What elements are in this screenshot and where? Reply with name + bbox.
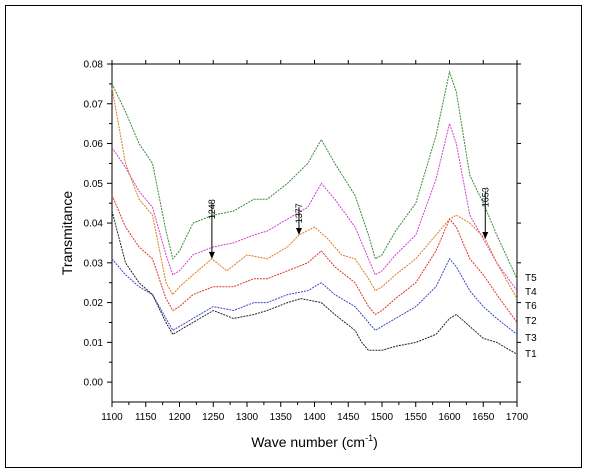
x-tick-label: 1350 [270,412,293,423]
axes [111,63,518,403]
x-tick-label: 1700 [506,412,529,423]
x-tick-label: 1400 [303,412,326,423]
series-line-t6 [111,87,518,299]
series-label-t5: T5 [525,273,537,284]
x-tick-label: 1500 [371,412,394,423]
x-tick-label: 1650 [472,412,495,423]
annotation-arrow-head [482,231,489,239]
x-tick-label: 1250 [202,412,225,423]
series-line-t5 [111,70,518,279]
ticks: 1100 1150 1200 1250 1300 1350 1400 1450 1500 1550… [84,60,529,424]
series-label-t2: T2 [525,316,537,327]
series-line-t2 [111,195,518,323]
series-label-t3: T3 [525,333,537,344]
y-tick-label: 0.05 [84,179,104,190]
y-tick-label: 0.04 [84,219,104,230]
y-tick-label: 0.00 [84,378,104,389]
annotation-arrow-head [295,227,302,235]
y-tick-label: 0.03 [84,258,104,269]
x-axis-title-superscript: -1 [365,433,373,443]
x-tick-label: 1600 [438,412,461,423]
x-axis-title-main: Wave number (cm [251,434,365,450]
x-tick-label: 1200 [168,412,191,423]
y-tick-label: 0.08 [84,60,104,71]
series-line-t4 [111,121,518,291]
series-label-t1: T1 [525,349,537,360]
x-tick-label: 1150 [135,412,157,423]
x-tick-label: 1550 [405,412,428,423]
x-axis-title-close: ) [373,434,378,450]
y-axis-title: Transmitance [59,191,75,276]
series-line-t1 [111,210,518,355]
series-line-t3 [111,257,518,335]
x-axis-title: Wave number (cm-1) [251,433,378,450]
series-label-t4: T4 [525,287,537,298]
series-label-t6: T6 [525,301,537,312]
x-tick-label: 1300 [236,412,259,423]
x-tick-label: 1100 [101,412,123,423]
y-tick-label: 0.07 [84,99,104,110]
x-tick-label: 1450 [337,412,360,423]
y-tick-label: 0.06 [84,139,104,150]
y-tick-label: 0.01 [84,338,104,349]
y-tick-label: 0.02 [84,298,104,309]
series-group [111,70,518,355]
series-labels: T5 T4 T6 T2 T3 T1 [525,273,537,360]
plot-border [111,63,518,403]
annotation-arrow-head [208,251,215,259]
